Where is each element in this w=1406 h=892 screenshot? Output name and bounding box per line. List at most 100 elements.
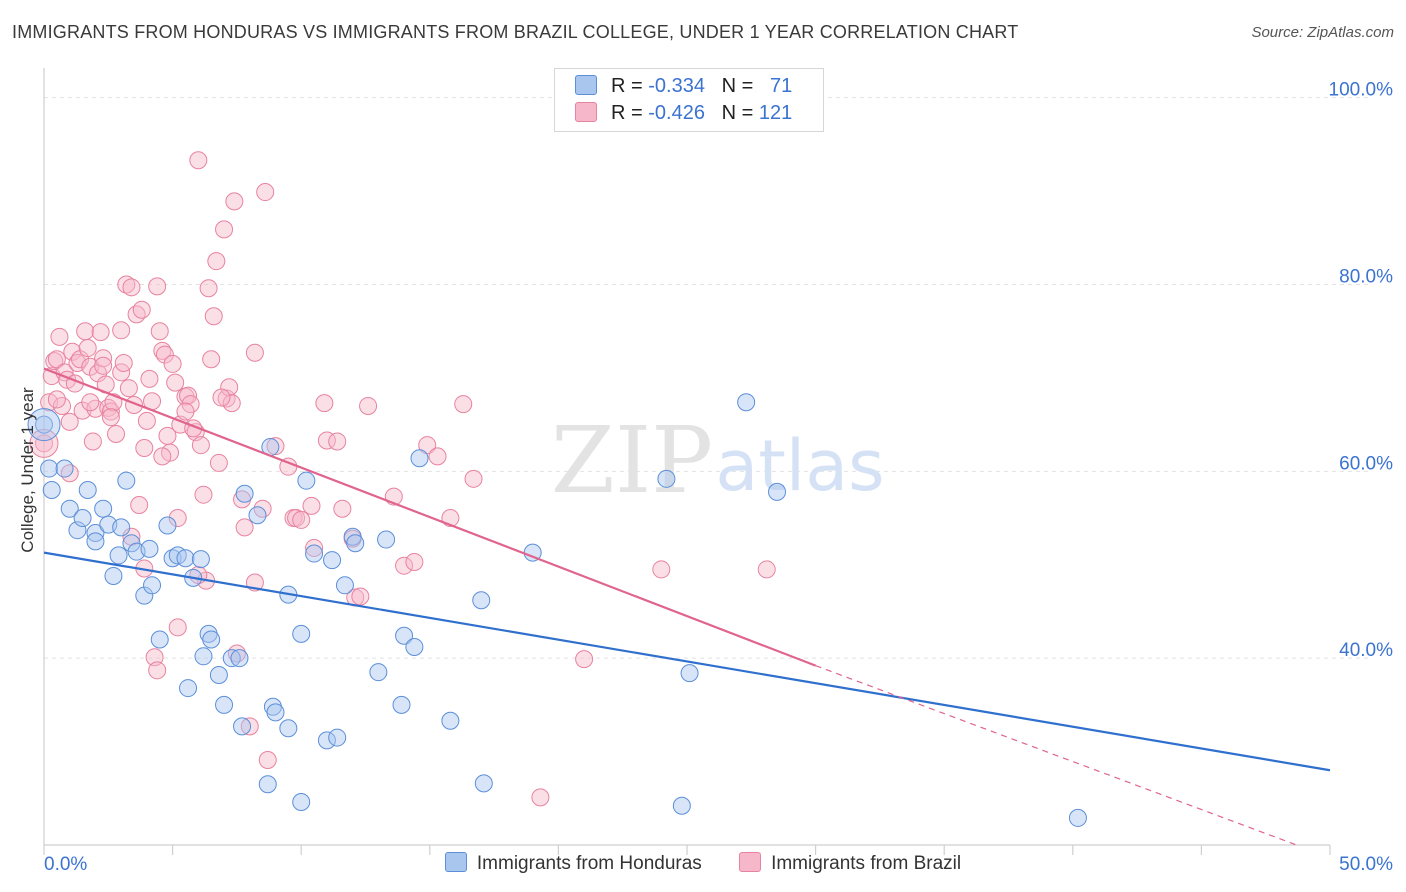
watermark-zip: ZIP xyxy=(551,407,713,514)
brazil-point-96 xyxy=(575,650,594,669)
brazil-points xyxy=(29,151,776,807)
brazil-point-18 xyxy=(83,432,102,451)
brazil-point-112 xyxy=(333,499,352,518)
r-label: R = xyxy=(611,75,643,97)
n-value-honduras: 71 xyxy=(770,75,793,97)
x-tick-label-0: 0.0% xyxy=(44,854,87,875)
honduras-point-68 xyxy=(737,393,756,412)
brazil-point-93 xyxy=(454,395,473,414)
brazil-point-10 xyxy=(63,342,82,361)
gridlines xyxy=(44,97,1368,659)
brazil-point-81 xyxy=(315,394,334,413)
honduras-point-37 xyxy=(235,484,254,503)
honduras-point-57 xyxy=(392,695,411,714)
brazil-point-35 xyxy=(130,495,149,514)
honduras-point-3 xyxy=(55,459,74,478)
honduras-point-49 xyxy=(317,731,336,750)
honduras-trend-line xyxy=(43,551,1331,772)
brazil-point-29 xyxy=(114,353,133,372)
brazil-point-108 xyxy=(153,447,172,466)
x-tick-label-1: 50.0% xyxy=(1339,854,1393,875)
trend-lines xyxy=(43,367,1331,846)
honduras-point-67 xyxy=(680,664,699,683)
brazil-point-110 xyxy=(212,388,231,407)
brazil-point-36 xyxy=(132,300,151,319)
honduras-point-14 xyxy=(112,518,131,537)
honduras-point-36 xyxy=(233,717,252,736)
brazil-point-105 xyxy=(101,408,120,427)
honduras-point-66 xyxy=(672,796,691,815)
brazil-point-47 xyxy=(163,354,182,373)
honduras-point-12 xyxy=(104,566,123,585)
honduras-point-45 xyxy=(292,793,311,812)
brazil-point-0 xyxy=(35,434,53,453)
brazil-point-21 xyxy=(91,323,110,342)
brazil-point-107 xyxy=(135,438,154,457)
brazil-trend-line xyxy=(43,367,816,667)
honduras-point-21 xyxy=(150,630,169,649)
brazil-point-76 xyxy=(266,437,285,456)
honduras-point-23 xyxy=(163,549,182,568)
legend-label-brazil: Immigrants from Brazil xyxy=(771,853,962,874)
brazil-point-83 xyxy=(328,432,347,451)
brazil-point-120 xyxy=(302,496,321,515)
honduras-point-19 xyxy=(140,539,159,558)
honduras-point-46 xyxy=(292,624,311,643)
tick-labels: 40.0% 60.0% 80.0% 100.0% 0.0% 50.0% xyxy=(44,80,1393,875)
brazil-point-71 xyxy=(240,717,259,736)
watermark-atlas: atlas xyxy=(715,425,884,507)
brazil-point-49 xyxy=(168,509,187,528)
legend-swatch-honduras xyxy=(444,852,467,872)
honduras-point-47 xyxy=(297,471,316,490)
y-tick-label-3: 100.0% xyxy=(1329,80,1394,101)
honduras-point-59 xyxy=(405,637,424,656)
honduras-point-62 xyxy=(472,591,491,610)
honduras-point-15 xyxy=(117,471,136,490)
brazil-point-100 xyxy=(94,356,113,375)
source-credit: Source: ZipAtlas.com xyxy=(1251,24,1394,41)
brazil-point-30 xyxy=(117,275,136,294)
brazil-point-55 xyxy=(189,151,208,170)
legend-label-honduras: Immigrants from Honduras xyxy=(476,853,702,874)
brazil-point-74 xyxy=(256,183,275,202)
brazil-point-97 xyxy=(652,560,671,579)
brazil-point-66 xyxy=(220,378,239,397)
brazil-point-31 xyxy=(119,379,138,398)
brazil-trend-extension xyxy=(815,665,1297,846)
honduras-point-63 xyxy=(474,774,493,793)
brazil-point-117 xyxy=(140,369,159,388)
honduras-point-2 xyxy=(42,481,61,500)
honduras-point-54 xyxy=(346,534,365,553)
y-tick-label-2: 80.0% xyxy=(1339,267,1393,288)
brazil-point-62 xyxy=(207,252,226,271)
honduras-point-28 xyxy=(191,550,210,569)
brazil-point-72 xyxy=(245,343,264,362)
brazil-point-large xyxy=(29,428,59,458)
y-axis-label: College, Under 1 year xyxy=(18,387,37,553)
legend-item-honduras: Immigrants from Honduras xyxy=(444,852,702,875)
y-tick-label-0: 40.0% xyxy=(1339,640,1393,661)
honduras-point-33 xyxy=(215,695,234,714)
brazil-point-48 xyxy=(166,373,185,392)
r-value-honduras: -0.334 xyxy=(648,75,705,97)
brazil-point-79 xyxy=(292,510,311,529)
honduras-point-1 xyxy=(40,459,59,478)
honduras-point-0 xyxy=(35,415,53,434)
n-label: N = xyxy=(721,75,754,97)
brazil-point-27 xyxy=(107,424,126,443)
brazil-point-88 xyxy=(395,556,414,575)
brazil-point-44 xyxy=(155,345,174,364)
brazil-point-61 xyxy=(204,307,223,326)
honduras-point-18 xyxy=(135,586,154,605)
stats-row-brazil: R = -0.426 N = 121 xyxy=(575,102,792,128)
y-tick-label-1: 60.0% xyxy=(1339,453,1393,474)
honduras-point-52 xyxy=(335,576,354,595)
honduras-point-32 xyxy=(209,665,228,684)
brazil-point-113 xyxy=(351,587,370,606)
stats-box: R = -0.334 N = 71 R = -0.426 N = 121 xyxy=(554,68,824,132)
brazil-point-5 xyxy=(50,327,69,346)
honduras-point-25 xyxy=(176,549,195,568)
brazil-point-103 xyxy=(168,618,187,637)
brazil-point-22 xyxy=(94,349,113,368)
brazil-point-109 xyxy=(176,402,195,421)
